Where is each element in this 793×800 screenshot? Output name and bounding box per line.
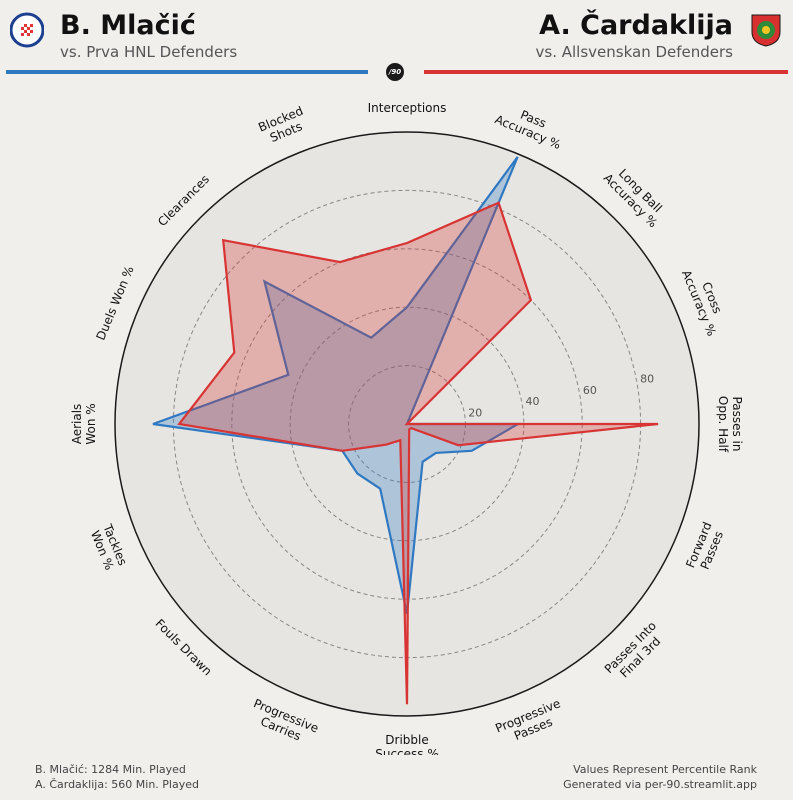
gif-sundsvall-crest-icon — [751, 14, 781, 47]
axis-label: PassAccuracy % — [493, 99, 568, 152]
ring-tick-label: 80 — [640, 372, 654, 385]
right-color-bar — [424, 70, 788, 74]
right-player-name: A. Čardaklija — [539, 10, 733, 41]
ring-tick-label: 20 — [468, 407, 482, 420]
minutes-played-note: B. Mlačić: 1284 Min. Played A. Čardaklij… — [35, 762, 199, 792]
ring-tick-label: 60 — [583, 384, 597, 397]
percentile-note: Values Represent Percentile Rank — [573, 763, 757, 776]
axis-label: CrossAccuracy % — [679, 263, 732, 338]
header: B. Mlačić vs. Prva HNL Defenders A. Čard… — [0, 0, 793, 90]
axis-label: TacklesWon % — [87, 521, 130, 573]
axis-label: AerialsWon % — [70, 403, 98, 444]
right-player-comparison: vs. Allsvenskan Defenders — [535, 43, 733, 61]
series-polygon-right — [177, 201, 659, 705]
source-note: Values Represent Percentile Rank Generat… — [563, 762, 757, 792]
axis-label: Interceptions — [368, 101, 447, 115]
ring-tick-label: 40 — [526, 395, 540, 408]
left-player-comparison: vs. Prva HNL Defenders — [60, 43, 238, 61]
axis-label: Passes inOpp. Half — [716, 396, 744, 453]
hajduk-split-crest-icon — [10, 12, 44, 48]
axis-label: ProgressiveCarries — [246, 696, 320, 748]
generated-note: Generated via per-90.streamlit.app — [563, 778, 757, 791]
per-90-badge: /90 — [386, 63, 404, 81]
axis-label: ProgressivePasses — [493, 696, 567, 748]
axis-label: ForwardPasses — [683, 520, 727, 575]
left-minutes-played: B. Mlačić: 1284 Min. Played — [35, 763, 186, 776]
right-minutes-played: A. Čardaklija: 560 Min. Played — [35, 778, 199, 791]
axis-label: Dribble Success % — [375, 733, 439, 755]
axis-label: BlockedShots — [256, 104, 310, 148]
left-color-bar — [6, 70, 368, 74]
left-player-name: B. Mlačić — [60, 10, 196, 41]
